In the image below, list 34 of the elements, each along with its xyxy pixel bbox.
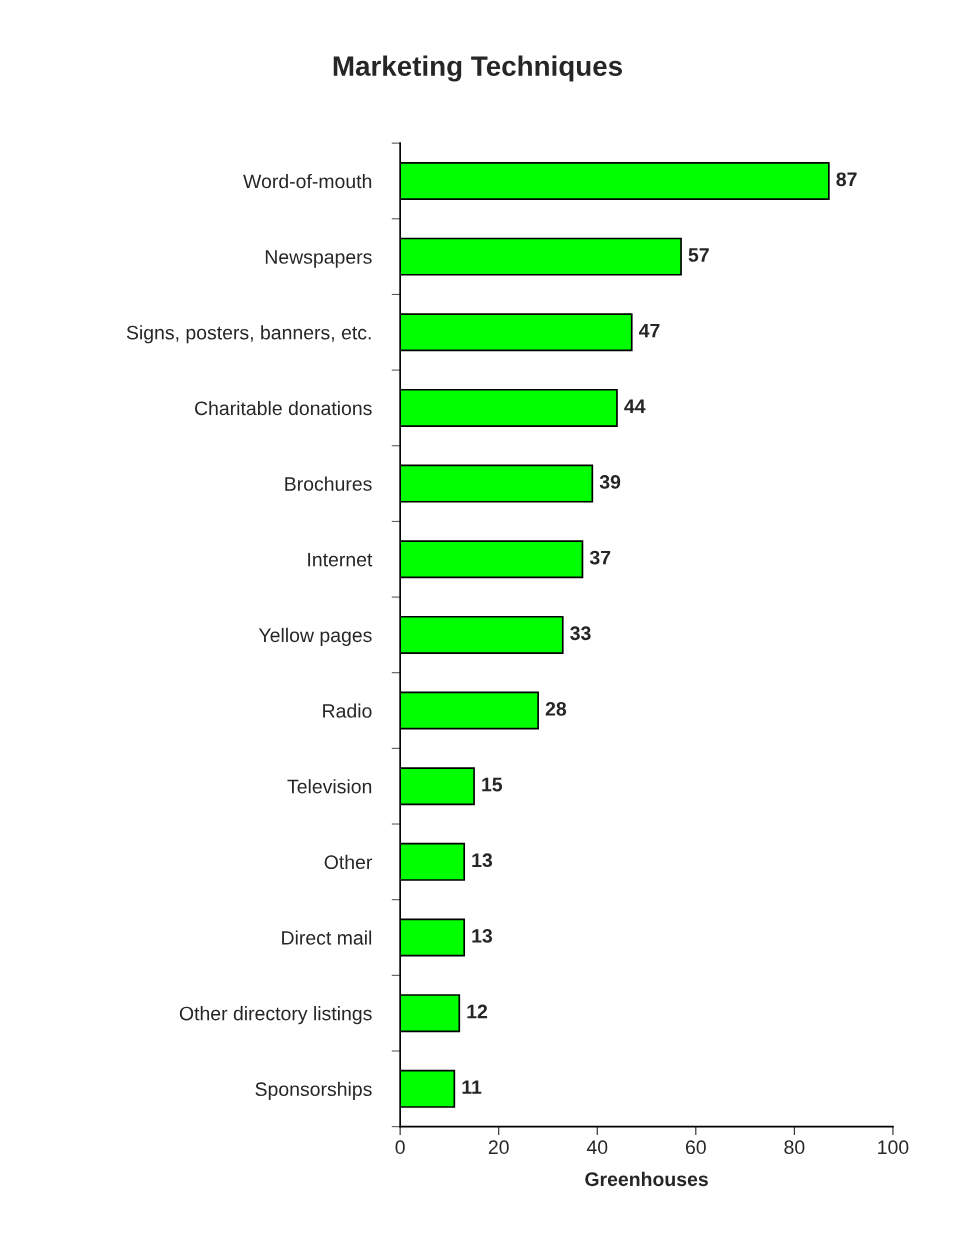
y-tick-label: Yellow pages: [258, 627, 372, 646]
data-label: 28: [545, 702, 567, 716]
data-label: 15: [482, 777, 503, 792]
chart-title: Marketing Techniques: [333, 55, 622, 82]
x-tick-label: 20: [488, 1140, 509, 1155]
data-label: 33: [570, 626, 591, 641]
x-tick-label: 40: [586, 1140, 608, 1155]
y-tick-label: Internet: [308, 552, 373, 567]
y-tick-label: Word-of-mouth: [243, 173, 372, 189]
y-tick-label: Charitable donations: [195, 400, 372, 416]
y-tick-label: Brochures: [285, 476, 372, 491]
y-tick-label: Sponsorships: [255, 1081, 372, 1100]
x-tick-label: 60: [685, 1140, 706, 1155]
y-tick-label: Other directory listings: [179, 1006, 372, 1025]
y-tick-label: Signs, posters, banners, etc.: [126, 325, 371, 344]
data-label: 11: [462, 1080, 482, 1094]
data-label: 39: [599, 475, 621, 489]
y-tick-label: Radio: [323, 703, 372, 718]
y-tick-label: Direct mail: [282, 930, 372, 945]
x-axis-title: Greenhouses: [585, 1171, 708, 1187]
data-label: 47: [638, 323, 660, 338]
x-tick-label: 100: [878, 1140, 909, 1155]
data-label: 44: [624, 399, 646, 413]
data-label: 37: [589, 550, 611, 565]
y-tick-label: Newspapers: [265, 250, 372, 268]
x-tick-label: 0: [395, 1140, 405, 1155]
data-label: 57: [688, 248, 709, 262]
data-label: 12: [467, 1004, 488, 1019]
y-tick-label: Other: [324, 854, 373, 870]
y-tick-label: Television: [287, 779, 372, 794]
x-tick-label: 80: [784, 1140, 805, 1155]
data-label: 13: [472, 928, 493, 943]
data-label: 13: [472, 853, 493, 868]
data-label: 87: [836, 172, 857, 187]
